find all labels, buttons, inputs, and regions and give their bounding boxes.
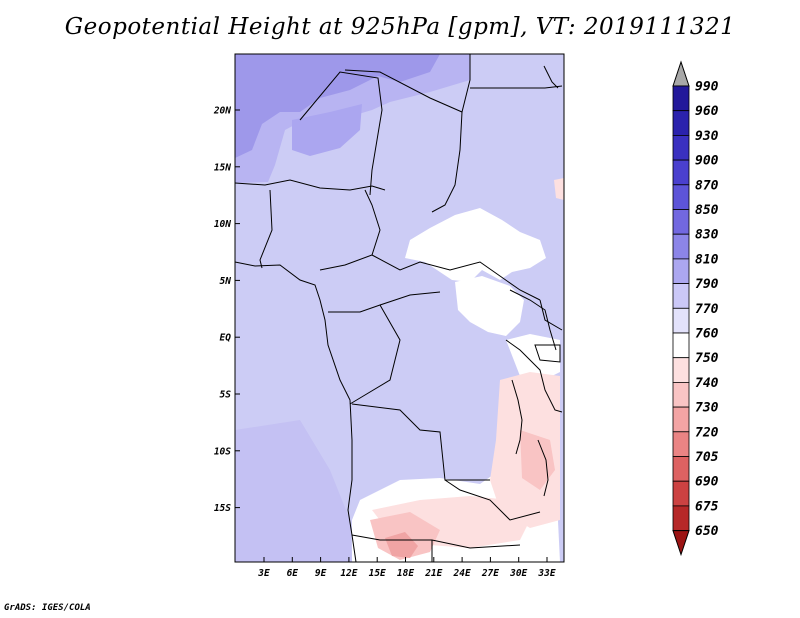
colorbar-label: 960 [695,104,719,119]
west-coastline [234,261,357,563]
congo-border [349,304,401,405]
lat-label: 5S [220,390,232,401]
lat-label: 15N [214,162,231,173]
colorbar-under-arrow [672,530,690,557]
colorbar-over-arrow [672,60,690,87]
lon-label: 18E [397,568,414,579]
lon-label: 24E [453,568,471,579]
north-border-b [344,54,471,113]
colorbar-label: 690 [695,475,719,490]
zambia-border [444,479,541,521]
lon-label: 9E [315,568,327,579]
colorbar-label: 770 [695,302,719,317]
field-warm-mid-east [520,430,555,490]
angola-border [351,403,490,481]
colorbar-label: 760 [695,327,719,342]
colorbar-segment [672,184,690,210]
colorbar-segment [672,283,690,309]
colorbar-label: 750 [695,351,719,366]
central-border-2 [319,189,381,271]
field-rift-neutral [506,334,560,382]
lat-label: 10S [214,446,231,457]
colorbar-segment [672,110,690,136]
lon-label: 27E [481,568,499,579]
north-border-a [299,71,383,196]
field-central-neutral [405,208,546,282]
colorbar-segment [672,406,690,433]
lon-label: 21E [424,568,442,579]
lat-label: 20N [213,106,231,117]
lake-malawi [537,439,549,497]
colorbar-segment [672,159,690,186]
longitude-axis: 3E 6E 9E 12E 15E 18E 21E 24E 27E 30E 33E [257,557,556,579]
colorbar-segment [672,307,690,334]
field-east-neutral [455,276,524,336]
colorbar-label: 990 [695,80,719,95]
central-border-1 [259,189,273,269]
east-border-2 [505,339,563,413]
map-title: Geopotential Height at 925hPa [gpm], VT:… [64,14,736,40]
east-border-1 [539,299,563,331]
lat-label: 15S [214,503,231,514]
latitude-axis: 20N 15N 10N 5N EQ 5S 10S 15S [213,106,240,514]
colorbar-label: 830 [695,228,719,243]
colorbar-label: 850 [695,203,719,218]
central-border-3 [371,254,541,301]
colorbar-label: 930 [695,129,719,144]
colorbar: 990 960 930 900 870 850 830 810 790 770 760 750 740 7… [672,60,719,557]
field-northwest-patch [292,104,362,156]
colorbar-label: 740 [695,376,719,391]
east-border-3 [534,344,561,363]
lon-label: 6E [287,568,299,579]
colorbar-label: 810 [695,252,719,267]
field-far-north-band [235,54,440,158]
sudan-border [431,111,463,213]
colorbar-label: 730 [695,401,719,416]
lat-label: 10N [214,219,231,230]
lat-label: 5N [220,276,232,287]
lon-label: 33E [537,568,555,579]
field-southwest-shade [235,420,352,562]
colorbar-segment [672,480,690,507]
colorbar-segment [672,258,690,284]
colorbar-label: 675 [695,499,719,514]
colorbar-label: 900 [695,154,719,169]
colorbar-segment [672,381,690,408]
sahel-border [234,179,386,191]
lat-label: EQ [220,333,232,344]
colorbar-segment [672,357,690,383]
colorbar-segment [672,332,690,359]
colorbar-segment [672,456,690,482]
map-frame [234,53,565,563]
colorbar-label: 870 [695,178,719,193]
rift-border [509,289,557,351]
colorbar-label: 705 [695,450,719,465]
lon-label: 30E [509,568,527,579]
colorbar-segment [672,431,690,457]
lon-label: 15E [369,568,386,579]
field-warm-deep [385,532,418,558]
boundary-lines [234,54,563,563]
footer-credit: GrADS: IGES/COLA [4,603,91,613]
colorbar-label: 650 [695,524,719,539]
lake-tanganyika [511,379,523,455]
red-sea-shore [543,65,559,89]
field-warm-northeast-spot [554,178,564,200]
colorbar-segment [672,233,690,260]
colorbar-segment [672,85,690,112]
colorbar-segment [672,505,690,531]
colorbar-segment [672,209,690,235]
map-panel [234,53,565,563]
colorbar-segment [672,134,690,161]
lon-label: 12E [340,568,357,579]
colorbar-label: 790 [695,277,719,292]
colorbar-label: 720 [695,425,719,440]
lon-label: 3E [257,568,270,579]
